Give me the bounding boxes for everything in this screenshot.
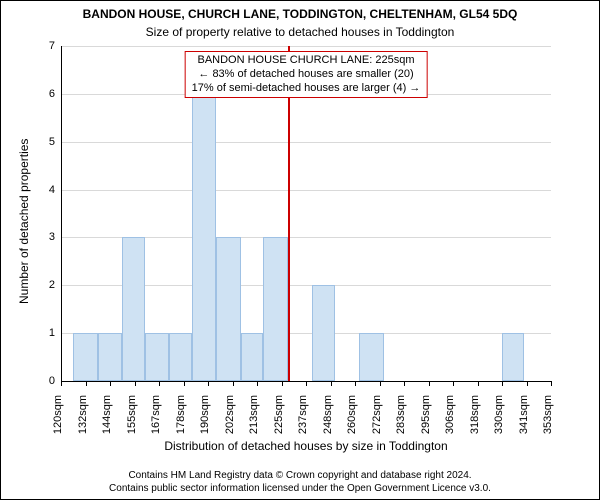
x-tick (306, 381, 307, 386)
histogram-bar (359, 333, 384, 381)
title-line1: BANDON HOUSE, CHURCH LANE, TODDINGTON, C… (1, 7, 599, 21)
x-tick-label: 306sqm (444, 395, 456, 434)
gridline (61, 142, 551, 143)
x-tick (429, 381, 430, 386)
x-tick (404, 381, 405, 386)
histogram-bar (169, 333, 191, 381)
x-tick-label: 248sqm (322, 395, 334, 434)
histogram-bar (312, 285, 334, 381)
histogram-bar (263, 237, 288, 381)
x-tick-label: 190sqm (199, 395, 211, 434)
x-tick (331, 381, 332, 386)
x-tick-label: 295sqm (420, 395, 432, 434)
x-tick-label: 167sqm (150, 395, 162, 434)
histogram-bar (502, 333, 524, 381)
y-tick-label: 6 (35, 88, 55, 100)
x-tick (355, 381, 356, 386)
footer-line2: Contains public sector information licen… (1, 483, 599, 494)
x-tick-label: 353sqm (542, 395, 554, 434)
y-tick-label: 0 (35, 375, 55, 387)
annotation-box: BANDON HOUSE CHURCH LANE: 225sqm← 83% of… (185, 51, 428, 98)
title-line2: Size of property relative to detached ho… (1, 25, 599, 39)
x-tick (233, 381, 234, 386)
footer-line1: Contains HM Land Registry data © Crown c… (1, 470, 599, 481)
y-tick-label: 7 (35, 40, 55, 52)
y-axis-label: Number of detached properties (17, 138, 31, 303)
plot-area: BANDON HOUSE CHURCH LANE: 225sqm← 83% of… (61, 46, 551, 381)
annotation-line2: ← 83% of detached houses are smaller (20… (192, 68, 421, 82)
gridline (61, 190, 551, 191)
x-tick-label: 144sqm (101, 395, 113, 434)
x-tick-label: 178sqm (175, 395, 187, 434)
annotation-line1: BANDON HOUSE CHURCH LANE: 225sqm (192, 54, 421, 68)
chart-container: BANDON HOUSE, CHURCH LANE, TODDINGTON, C… (0, 0, 600, 500)
x-tick-label: 155sqm (126, 395, 138, 434)
x-tick-label: 225sqm (273, 395, 285, 434)
x-tick-label: 132sqm (77, 395, 89, 434)
y-tick-label: 5 (35, 136, 55, 148)
annotation-line3: 17% of semi-detached houses are larger (… (192, 82, 421, 96)
x-tick (184, 381, 185, 386)
histogram-bar (122, 237, 144, 381)
x-tick (61, 381, 62, 386)
x-tick-label: 237sqm (297, 395, 309, 434)
x-axis-label: Distribution of detached houses by size … (61, 439, 551, 453)
histogram-bar (192, 94, 217, 381)
x-tick (502, 381, 503, 386)
x-tick-label: 213sqm (248, 395, 260, 434)
histogram-bar (145, 333, 170, 381)
x-tick-label: 283sqm (395, 395, 407, 434)
x-tick-label: 260sqm (346, 395, 358, 434)
x-tick (159, 381, 160, 386)
x-tick (135, 381, 136, 386)
x-tick (282, 381, 283, 386)
gridline (61, 46, 551, 47)
y-tick-label: 2 (35, 279, 55, 291)
x-tick (551, 381, 552, 386)
x-tick (257, 381, 258, 386)
histogram-bar (241, 333, 263, 381)
y-tick-label: 3 (35, 231, 55, 243)
x-tick-label: 330sqm (493, 395, 505, 434)
x-tick (453, 381, 454, 386)
x-tick (110, 381, 111, 386)
x-tick (380, 381, 381, 386)
histogram-bar (98, 333, 123, 381)
x-tick-label: 272sqm (371, 395, 383, 434)
x-tick-label: 202sqm (224, 395, 236, 434)
x-tick (86, 381, 87, 386)
y-axis (61, 46, 62, 381)
histogram-bar (216, 237, 241, 381)
x-tick-label: 120sqm (52, 395, 64, 434)
x-tick-label: 341sqm (518, 395, 530, 434)
y-tick-label: 4 (35, 184, 55, 196)
x-tick (478, 381, 479, 386)
histogram-bar (73, 333, 98, 381)
x-tick (208, 381, 209, 386)
x-tick-label: 318sqm (469, 395, 481, 434)
y-tick-label: 1 (35, 327, 55, 339)
x-tick (527, 381, 528, 386)
